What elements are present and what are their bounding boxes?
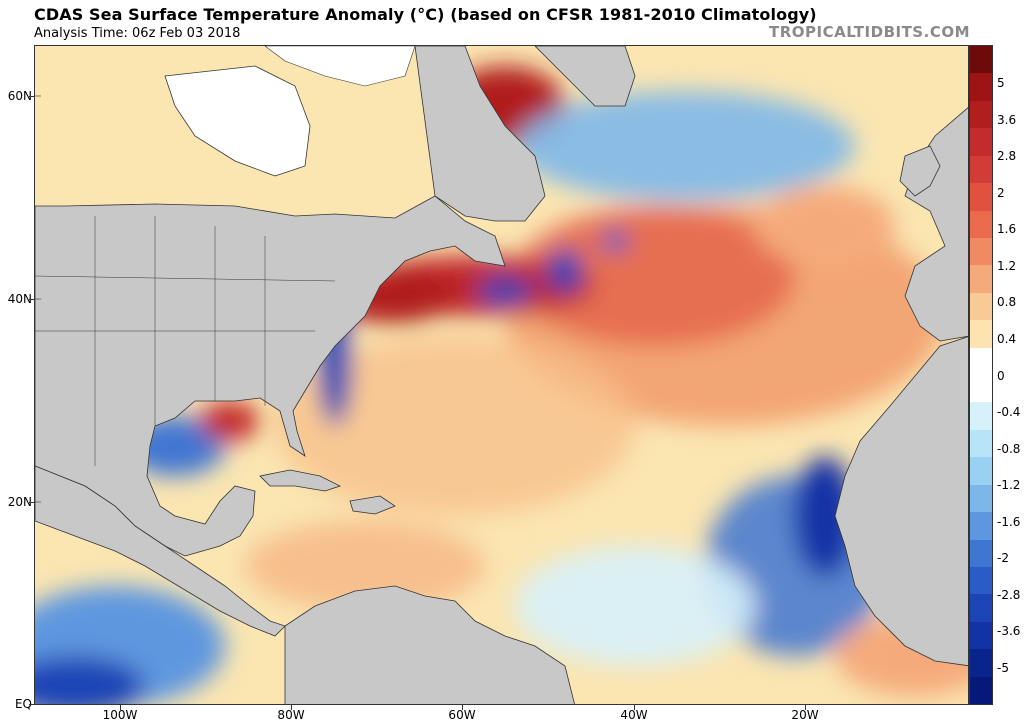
british-isles-land: [899, 145, 941, 197]
anomaly-field: [35, 66, 968, 704]
lon-tick: [805, 705, 806, 710]
brand-watermark[interactable]: TROPICALTIDBITS.COM: [769, 23, 970, 41]
lon-tick: [634, 705, 635, 710]
lon-label-20w: 20W: [791, 708, 819, 722]
lat-label-20n: 20N: [7, 495, 32, 509]
colorbar-cell: [970, 292, 992, 321]
colorbar-label: 0.8: [997, 295, 1017, 310]
lat-tick: [29, 704, 34, 705]
lon-tick: [120, 705, 121, 710]
lat-tick: [29, 96, 34, 97]
colorbar-label: -0.4: [997, 405, 1021, 420]
colorbar-label: 5: [997, 76, 1005, 90]
cuba-land: [259, 469, 342, 492]
landmass-layer: [35, 46, 968, 704]
colorbar: [969, 45, 993, 705]
colorbar-label: -1.2: [997, 478, 1021, 493]
colorbar-cell: [970, 210, 992, 239]
colorbar-label: 2.8: [997, 149, 1017, 164]
north-america-land: [35, 195, 506, 557]
colorbar-label: 0: [997, 368, 1005, 383]
lat-tick: [29, 299, 34, 300]
south-america-land: [284, 585, 575, 704]
lon-label-80w: 80W: [277, 708, 305, 722]
colorbar-cell: [970, 320, 992, 349]
colorbar-label: 3.6: [997, 112, 1017, 127]
colorbar-cell: [970, 402, 992, 431]
colorbar-cell: [970, 676, 992, 705]
colorbar-cell: [970, 100, 992, 129]
map-canvas: [35, 46, 968, 704]
lon-label-100w: 100W: [102, 708, 138, 722]
colorbar-label: 2: [997, 185, 1005, 200]
colorbar-cell: [970, 621, 992, 650]
colorbar-cell: [970, 265, 992, 294]
lon-label-60w: 60W: [448, 708, 476, 722]
colorbar-cell: [970, 128, 992, 157]
lat-tick: [29, 502, 34, 503]
colorbar-cell: [970, 73, 992, 102]
hudson-bay-ice: [164, 65, 311, 177]
colorbar-cell: [970, 484, 992, 513]
colorbar-label: 1.2: [997, 258, 1017, 273]
colorbar-label: 1.6: [997, 222, 1017, 237]
colorbar-label: -2.8: [997, 587, 1021, 602]
lat-label-60n: 60N: [7, 89, 32, 103]
lon-tick: [462, 705, 463, 710]
graticule: [35, 95, 41, 503]
colorbar-label: -0.8: [997, 441, 1021, 456]
hispaniola-land: [349, 495, 396, 515]
colorbar-label: -3.6: [997, 624, 1021, 639]
colorbar-cell: [970, 649, 992, 678]
lon-label-40w: 40W: [620, 708, 648, 722]
labrador-land: [414, 46, 546, 222]
colorbar-cell: [970, 155, 992, 184]
greenland-land: [534, 46, 636, 107]
colorbar-label: -5: [997, 661, 1009, 675]
page-title: CDAS Sea Surface Temperature Anomaly (°C…: [34, 5, 817, 24]
sst-anomaly-map: [34, 45, 969, 705]
colorbar-cell: [970, 566, 992, 595]
colorbar-cell: [970, 375, 992, 403]
state-borders: [35, 216, 336, 466]
colorbar-cell: [970, 539, 992, 568]
colorbar-cell: [970, 512, 992, 540]
colorbar-cell: [970, 347, 992, 376]
colorbar-cell: [970, 457, 992, 486]
arctic-ice: [264, 46, 416, 87]
colorbar-cell: [970, 594, 992, 623]
analysis-time: Analysis Time: 06z Feb 03 2018: [34, 26, 241, 41]
central-america-land: [35, 465, 286, 637]
colorbar-label: 0.4: [997, 331, 1017, 346]
colorbar-cell: [970, 183, 992, 211]
colorbar-cell: [970, 237, 992, 266]
colorbar-label: -2: [997, 551, 1009, 566]
lat-label-eq: EQ: [14, 697, 32, 711]
africa-land: [834, 336, 968, 667]
lat-label-40n: 40N: [7, 292, 32, 306]
lon-tick: [291, 705, 292, 710]
colorbar-cell: [970, 46, 992, 74]
colorbar-cell: [970, 429, 992, 458]
colorbar-label: -1.6: [997, 514, 1021, 529]
